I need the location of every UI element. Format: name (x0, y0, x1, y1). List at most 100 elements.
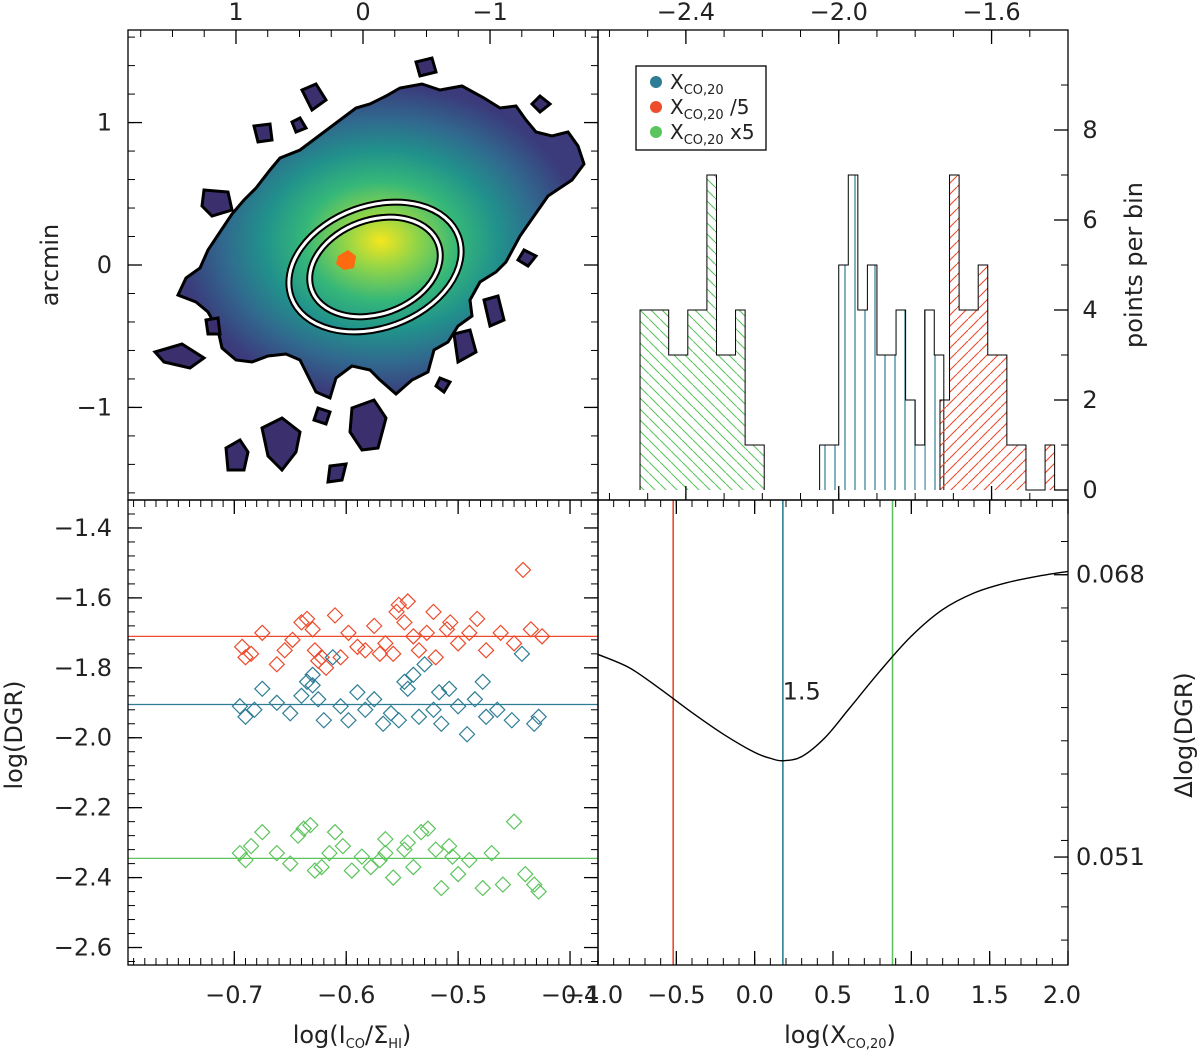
scatter-point (284, 631, 301, 649)
scatter-point (390, 711, 408, 729)
frame-bottom-left (127, 499, 599, 966)
density-island (529, 93, 553, 115)
dgr-scatter-vs-xco-plot: 1.5 (598, 500, 1068, 965)
histogram-bar (706, 175, 717, 490)
scatter-point (425, 701, 442, 719)
br-x-tick-label: −0.5 (647, 981, 705, 1009)
xlabel-sub2: HI (388, 1037, 402, 1052)
histogram-bar (640, 310, 650, 490)
legend-sub: CO,20 (684, 133, 724, 148)
scatter-point (377, 830, 394, 848)
density-region-main (175, 82, 586, 401)
scatter-point (488, 701, 506, 719)
left-axis-tick-label: −1 (77, 393, 112, 421)
histogram-bar (735, 310, 746, 490)
scatter-point (516, 865, 534, 883)
histogram-bar (1016, 445, 1026, 490)
scatter-y-tick-label: −2.6 (54, 934, 112, 962)
contour-ellipse (287, 200, 463, 334)
scatter-point (440, 837, 458, 855)
legend-label: X (670, 95, 684, 119)
log-dgr-axis-title: log(DGR) (0, 680, 28, 789)
histogram-bar (678, 355, 688, 490)
scatter-point (432, 715, 450, 733)
log-xco-axis-title: log(XCO,20) (784, 1021, 896, 1052)
density-island (434, 376, 453, 395)
scatter-x-tick-label: −0.4 (541, 981, 599, 1009)
histogram-bar (896, 310, 906, 490)
svg-text:XCO,20 /5: XCO,20 /5 (670, 95, 750, 123)
density-island (515, 248, 539, 268)
scatter-point (253, 680, 271, 698)
density-contours (285, 198, 465, 336)
scatter-y-tick-label: −2.0 (54, 724, 112, 752)
histogram-bar (649, 310, 660, 490)
scatter-point (371, 851, 389, 869)
hist-right-tick-label: 0 (1082, 476, 1097, 504)
histogram-bar (829, 445, 839, 490)
log-ico-sigma-axis-title: log(ICO/ΣHI) (293, 1021, 412, 1052)
scatter-point (356, 641, 374, 659)
scatter-point (505, 813, 523, 831)
scatter-point (410, 641, 428, 659)
br-x-tick-label: 1.0 (892, 981, 930, 1009)
xco-histogram (639, 174, 1068, 491)
scatter-point (410, 708, 428, 726)
scatter-point (302, 816, 319, 834)
scatter-point (362, 858, 380, 876)
histogram-bar (1045, 445, 1055, 490)
br-x-tick-label: 2.0 (1043, 981, 1081, 1009)
scatter-point (324, 648, 342, 666)
histogram-bar (838, 265, 849, 490)
scatter-point (427, 841, 445, 858)
scatter-point (231, 844, 249, 862)
br-x-tick-label: 0.5 (814, 981, 852, 1009)
xlabel-pre: log(X (784, 1021, 846, 1049)
scatter-point (233, 638, 251, 656)
scatter-point (374, 715, 392, 733)
scatter-point (268, 844, 286, 862)
scatter-point (365, 617, 383, 635)
scatter-point (340, 624, 357, 642)
histogram-bar (754, 445, 765, 490)
histogram-bar (687, 310, 698, 490)
br-x-tick-label: 0.0 (736, 981, 774, 1009)
scatter-point (530, 883, 548, 900)
density-island (252, 122, 274, 144)
scatter-point (399, 680, 417, 698)
scatter-point (399, 834, 417, 851)
scatter-point (276, 641, 294, 659)
scatter-point (353, 848, 371, 865)
histogram-bar (819, 445, 830, 490)
scatter-point (237, 708, 254, 726)
histogram-legend: XCO,20 XCO,20 /5 XCO,20 x5 (635, 65, 767, 151)
br-x-tick-label: −1.0 (565, 981, 623, 1009)
legend-marker-blue (650, 76, 662, 88)
frame-bottom-right (597, 499, 1069, 966)
scatter-point (441, 614, 459, 631)
density-island (452, 328, 478, 365)
scatter-y-tick-label: −2.4 (54, 864, 112, 892)
scatter-point (432, 879, 450, 897)
top-axis-tick-label: 1 (228, 0, 243, 26)
scatter-point (474, 879, 492, 897)
scatter-point (304, 666, 321, 684)
scatter-point (317, 659, 335, 677)
scatter-point (514, 561, 532, 579)
br-right-tick-label: 0.051 (1076, 843, 1145, 871)
legend-suffix: x5 (724, 120, 755, 144)
scatter-point (377, 844, 394, 862)
scatter-point (440, 680, 458, 698)
xlabel-mid: /Σ (365, 1021, 388, 1049)
xlabel-pre: log(I (293, 1021, 346, 1049)
histogram-bar (745, 445, 755, 490)
scatter-point (396, 614, 413, 631)
scatter-point (231, 697, 249, 715)
scatter-point (449, 865, 467, 883)
scatter-point (237, 851, 254, 869)
hist-top-tick-label: −1.6 (962, 0, 1020, 26)
density-island (299, 82, 329, 113)
scatter-point (430, 683, 448, 701)
scatter-point (505, 634, 523, 652)
scatter-point (405, 858, 422, 876)
